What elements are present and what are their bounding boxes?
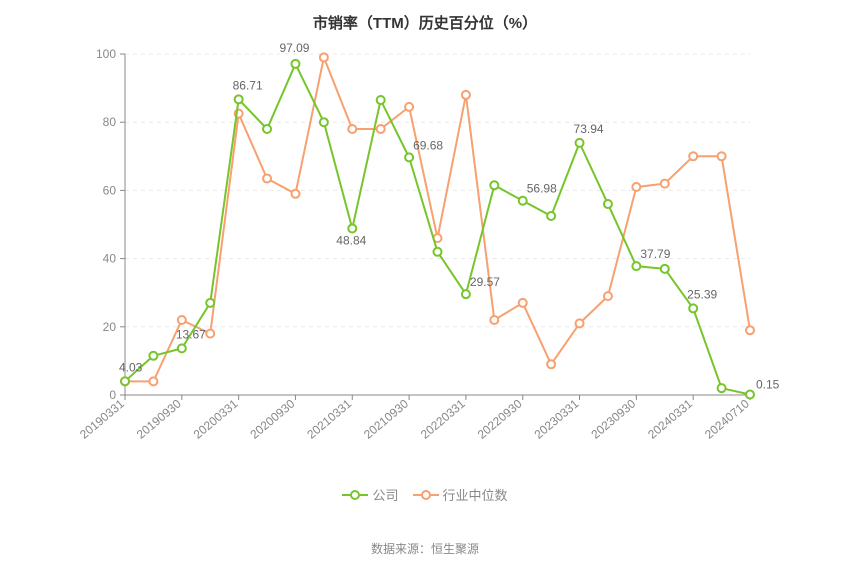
chart-container: 市销率（TTM）历史百分位（%） 02040608010020190331201… bbox=[0, 0, 850, 575]
svg-text:13.67: 13.67 bbox=[176, 327, 206, 341]
chart-legend: 公司 行业中位数 bbox=[0, 485, 850, 504]
legend-swatch bbox=[413, 488, 439, 502]
legend-swatch bbox=[342, 488, 368, 502]
svg-text:73.94: 73.94 bbox=[574, 122, 604, 136]
svg-text:20220331: 20220331 bbox=[418, 396, 468, 441]
svg-text:60: 60 bbox=[103, 183, 117, 197]
svg-text:20240331: 20240331 bbox=[645, 396, 695, 441]
svg-text:20200331: 20200331 bbox=[191, 396, 241, 441]
svg-text:20210930: 20210930 bbox=[361, 396, 411, 441]
svg-text:20190930: 20190930 bbox=[134, 396, 184, 441]
svg-text:20190331: 20190331 bbox=[77, 396, 127, 441]
svg-text:40: 40 bbox=[103, 252, 117, 266]
svg-text:0.15: 0.15 bbox=[756, 377, 780, 391]
svg-text:20210331: 20210331 bbox=[304, 396, 354, 441]
legend-item: 行业中位数 bbox=[413, 485, 508, 504]
svg-text:86.71: 86.71 bbox=[233, 78, 263, 92]
svg-text:37.79: 37.79 bbox=[640, 247, 670, 261]
svg-text:20200930: 20200930 bbox=[247, 396, 297, 441]
svg-text:48.84: 48.84 bbox=[336, 233, 366, 247]
svg-text:4.03: 4.03 bbox=[119, 360, 143, 374]
svg-text:29.57: 29.57 bbox=[470, 275, 500, 289]
svg-text:69.68: 69.68 bbox=[413, 138, 443, 152]
data-source-label: 数据来源：恒生聚源 bbox=[0, 540, 850, 557]
svg-text:56.98: 56.98 bbox=[527, 182, 557, 196]
svg-text:20230331: 20230331 bbox=[532, 396, 582, 441]
svg-text:25.39: 25.39 bbox=[687, 287, 717, 301]
chart-plot: 0204060801002019033120190930202003312020… bbox=[0, 0, 850, 470]
svg-text:97.09: 97.09 bbox=[279, 41, 309, 55]
legend-item: 公司 bbox=[342, 485, 398, 504]
legend-label: 公司 bbox=[372, 485, 398, 504]
svg-text:20220930: 20220930 bbox=[475, 396, 525, 441]
svg-text:20: 20 bbox=[103, 320, 117, 334]
legend-label: 行业中位数 bbox=[443, 485, 508, 504]
svg-text:20230930: 20230930 bbox=[588, 396, 638, 441]
svg-text:20240710: 20240710 bbox=[702, 396, 752, 441]
svg-text:80: 80 bbox=[103, 115, 117, 129]
svg-text:100: 100 bbox=[96, 47, 116, 61]
